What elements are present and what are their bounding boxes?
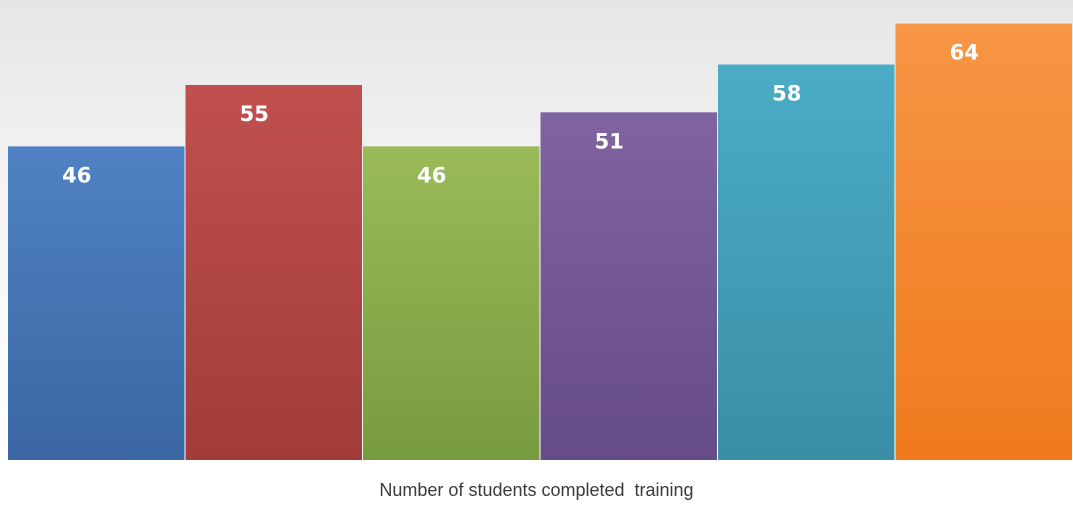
data-label-2: 55: [240, 102, 269, 126]
bar-2: [185, 85, 362, 460]
bars-group: [8, 23, 1072, 461]
bar-6: [895, 23, 1072, 460]
data-labels-group: 46 55 46 51 58 64: [62, 41, 979, 188]
data-label-1: 46: [62, 163, 91, 187]
bar-1: [8, 146, 185, 460]
bar-3: [363, 146, 540, 460]
bar-5: [718, 64, 895, 460]
data-label-5: 58: [772, 82, 801, 106]
data-label-3: 46: [417, 163, 446, 187]
x-axis-title: Number of students completed training: [379, 480, 694, 500]
bar-4: [540, 112, 717, 461]
data-label-6: 64: [950, 41, 979, 65]
data-label-4: 51: [595, 129, 624, 153]
